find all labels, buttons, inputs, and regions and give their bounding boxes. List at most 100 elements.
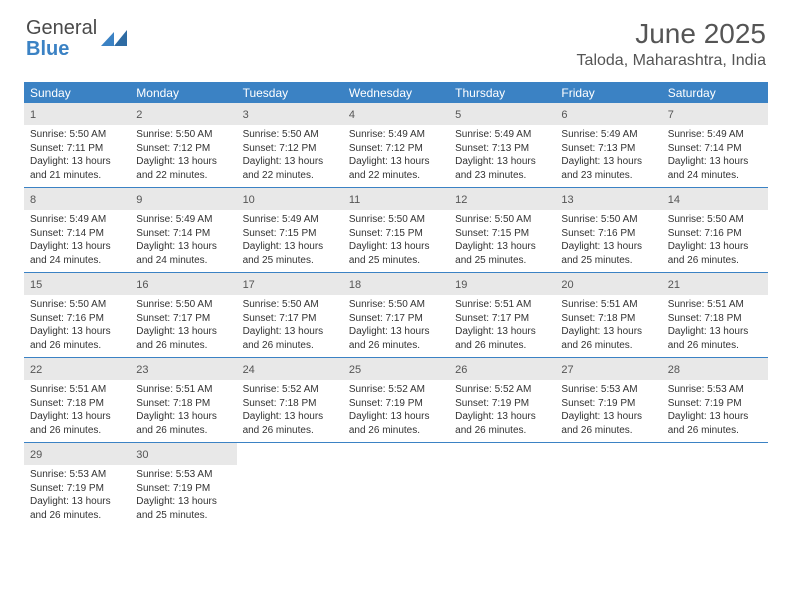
day-number-row: 4 [343,103,449,125]
day-number: 3 [243,109,249,121]
logo-text-wrap: General Blue [26,18,97,60]
day-number-row: 25 [343,358,449,380]
day-number-row: 7 [662,103,768,125]
day-number-row: 30 [130,443,236,465]
day-number: 14 [668,194,680,206]
day-number-row: 28 [662,358,768,380]
day-number-row: 22 [24,358,130,380]
day-number: 24 [243,364,255,376]
day-number: 11 [349,194,360,206]
day-cell [555,443,661,527]
weekday-label: Sunday [24,83,130,103]
day-cell: 3 Sunrise: 5:50 AMSunset: 7:12 PMDaylight… [237,103,343,187]
day-number: 26 [455,364,467,376]
weekday-label: Tuesday [237,83,343,103]
day-cell: 26Sunrise: 5:52 AMSunset: 7:19 PMDayligh… [449,358,555,442]
day-number-row: 21 [662,273,768,295]
day-number-row: 2 [130,103,236,125]
logo-icon [101,28,127,51]
day-cell [343,443,449,527]
weekday-label: Monday [130,83,236,103]
header: General Blue June 2025 Taloda, Maharasht… [0,0,792,74]
weekday-header-row: SundayMondayTuesdayWednesdayThursdayFrid… [24,83,768,103]
day-cell: 25Sunrise: 5:52 AMSunset: 7:19 PMDayligh… [343,358,449,442]
weekday-label: Friday [555,83,661,103]
day-body: Sunrise: 5:49 AMSunset: 7:13 PMDaylight:… [449,125,555,186]
day-number-row: 23 [130,358,236,380]
day-number: 20 [561,279,573,291]
day-cell: 13 Sunrise: 5:50 AMSunset: 7:16 PMDayligh… [555,188,661,272]
weekday-label: Wednesday [343,83,449,103]
weekday-label: Saturday [662,83,768,103]
day-cell: 20Sunrise: 5:51 AMSunset: 7:18 PMDayligh… [555,273,661,357]
day-number-row: 3 [237,103,343,125]
day-cell: 1 Sunrise: 5:50 AMSunset: 7:11 PMDaylight… [24,103,130,187]
day-number-row: 20 [555,273,661,295]
week-row: 29Sunrise: 5:53 AMSunset: 7:19 PMDayligh… [24,443,768,527]
day-body: Sunrise: 5:50 AMSunset: 7:16 PMDaylight:… [555,210,661,271]
day-number: 19 [455,279,467,291]
day-number-row: 17 [237,273,343,295]
day-cell: 11 Sunrise: 5:50 AMSunset: 7:15 PMDayligh… [343,188,449,272]
day-number: 9 [136,194,142,206]
day-cell: 19Sunrise: 5:51 AMSunset: 7:17 PMDayligh… [449,273,555,357]
day-body: Sunrise: 5:50 AMSunset: 7:15 PMDaylight:… [449,210,555,271]
day-body: Sunrise: 5:50 AMSunset: 7:17 PMDaylight:… [343,295,449,356]
week-row: 15Sunrise: 5:50 AMSunset: 7:16 PMDayligh… [24,273,768,358]
weeks-container: 1 Sunrise: 5:50 AMSunset: 7:11 PMDaylight… [24,103,768,527]
day-number: 23 [136,364,148,376]
day-cell: 29Sunrise: 5:53 AMSunset: 7:19 PMDayligh… [24,443,130,527]
day-number: 10 [243,194,255,206]
day-cell: 12Sunrise: 5:50 AMSunset: 7:15 PMDayligh… [449,188,555,272]
calendar: SundayMondayTuesdayWednesdayThursdayFrid… [24,82,768,527]
day-number-row: 11 [343,188,449,210]
day-cell: 23Sunrise: 5:51 AMSunset: 7:18 PMDayligh… [130,358,236,442]
day-body: Sunrise: 5:50 AMSunset: 7:16 PMDaylight:… [24,295,130,356]
day-body: Sunrise: 5:49 AMSunset: 7:12 PMDaylight:… [343,125,449,186]
day-body: Sunrise: 5:49 AMSunset: 7:14 PMDaylight:… [662,125,768,186]
day-cell: 27Sunrise: 5:53 AMSunset: 7:19 PMDayligh… [555,358,661,442]
day-body: Sunrise: 5:49 AMSunset: 7:13 PMDaylight:… [555,125,661,186]
day-number: 27 [561,364,573,376]
day-number-row: 15 [24,273,130,295]
day-cell: 28 Sunrise: 5:53 AMSunset: 7:19 PMDayligh… [662,358,768,442]
day-number-row: 5 [449,103,555,125]
day-body: Sunrise: 5:50 AMSunset: 7:11 PMDaylight:… [24,125,130,186]
day-body: Sunrise: 5:50 AMSunset: 7:12 PMDaylight:… [130,125,236,186]
day-body: Sunrise: 5:51 AMSunset: 7:18 PMDaylight:… [662,295,768,356]
day-number-row: 19 [449,273,555,295]
day-body: Sunrise: 5:50 AMSunset: 7:17 PMDaylight:… [130,295,236,356]
day-number: 1 [30,109,36,121]
day-number: 8 [30,194,36,206]
day-number: 30 [136,449,148,461]
day-body: Sunrise: 5:51 AMSunset: 7:18 PMDaylight:… [24,380,130,441]
day-number-row: 27 [555,358,661,380]
day-number: 7 [668,109,674,121]
day-cell: 15Sunrise: 5:50 AMSunset: 7:16 PMDayligh… [24,273,130,357]
day-body: Sunrise: 5:53 AMSunset: 7:19 PMDaylight:… [662,380,768,441]
day-number: 28 [668,364,680,376]
day-cell [237,443,343,527]
day-cell: 16Sunrise: 5:50 AMSunset: 7:17 PMDayligh… [130,273,236,357]
day-body: Sunrise: 5:52 AMSunset: 7:18 PMDaylight:… [237,380,343,441]
day-number: 29 [30,449,42,461]
logo-text-1: General [26,17,97,39]
day-body: Sunrise: 5:50 AMSunset: 7:15 PMDaylight:… [343,210,449,271]
day-cell: 21Sunrise: 5:51 AMSunset: 7:18 PMDayligh… [662,273,768,357]
day-number-row: 13 [555,188,661,210]
day-number-row: 12 [449,188,555,210]
month-title: June 2025 [577,18,766,50]
day-number: 13 [561,194,573,206]
day-body: Sunrise: 5:50 AMSunset: 7:12 PMDaylight:… [237,125,343,186]
day-body: Sunrise: 5:50 AMSunset: 7:16 PMDaylight:… [662,210,768,271]
day-cell: 30Sunrise: 5:53 AMSunset: 7:19 PMDayligh… [130,443,236,527]
day-number: 25 [349,364,361,376]
day-number-row: 8 [24,188,130,210]
day-number-row: 16 [130,273,236,295]
week-row: 1 Sunrise: 5:50 AMSunset: 7:11 PMDaylight… [24,103,768,188]
day-number: 22 [30,364,42,376]
day-number-row: 18 [343,273,449,295]
day-body: Sunrise: 5:49 AMSunset: 7:14 PMDaylight:… [130,210,236,271]
day-number-row: 6 [555,103,661,125]
day-cell: 7 Sunrise: 5:49 AMSunset: 7:14 PMDaylight… [662,103,768,187]
